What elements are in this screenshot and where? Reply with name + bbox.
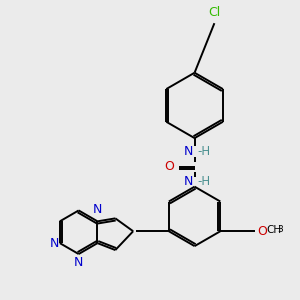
Text: Cl: Cl	[208, 6, 220, 19]
Text: O: O	[164, 160, 174, 173]
Text: N: N	[184, 146, 194, 158]
Text: N: N	[184, 175, 194, 188]
Text: -H: -H	[198, 146, 211, 158]
Text: N: N	[74, 256, 83, 269]
Text: N: N	[93, 203, 102, 216]
Text: 3: 3	[277, 225, 283, 234]
Text: O: O	[257, 225, 267, 238]
Text: -H: -H	[198, 175, 211, 188]
Text: CH: CH	[266, 225, 281, 235]
Text: N: N	[50, 237, 59, 250]
